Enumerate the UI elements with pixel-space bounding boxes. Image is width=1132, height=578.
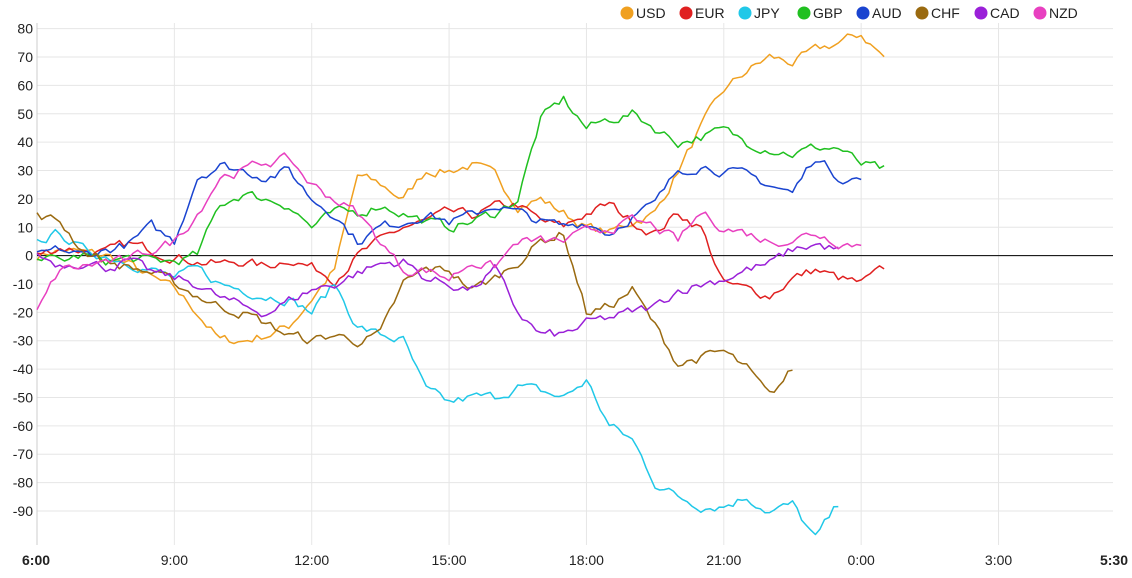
legend-swatch-aud bbox=[856, 6, 870, 20]
legend-item-chf[interactable]: CHF bbox=[915, 5, 960, 21]
y-tick-label: -20 bbox=[13, 304, 33, 320]
grid-layer bbox=[36, 23, 1113, 545]
y-tick-label: 50 bbox=[17, 106, 33, 122]
y-tick-label: 40 bbox=[17, 134, 33, 150]
y-tick-label: 80 bbox=[17, 21, 33, 37]
legend-label-nzd: NZD bbox=[1049, 5, 1078, 21]
legend-label-eur: EUR bbox=[695, 5, 725, 21]
x-tick-label: 12:00 bbox=[294, 552, 329, 568]
series-line-nzd bbox=[36, 152, 862, 311]
legend-swatch-usd bbox=[620, 6, 634, 20]
series-line-gbp bbox=[36, 95, 885, 266]
legend-item-aud[interactable]: AUD bbox=[856, 5, 902, 21]
y-tick-label: -80 bbox=[13, 475, 33, 491]
legend-label-aud: AUD bbox=[872, 5, 902, 21]
series-line-aud bbox=[36, 160, 862, 257]
legend-item-cad[interactable]: CAD bbox=[974, 5, 1020, 21]
legend-label-usd: USD bbox=[636, 5, 666, 21]
y-tick-label: -50 bbox=[13, 389, 33, 405]
legend-label-gbp: GBP bbox=[813, 5, 843, 21]
y-tick-label: 60 bbox=[17, 77, 33, 93]
x-tick-label: 6:00 bbox=[22, 552, 50, 568]
y-tick-label: 30 bbox=[17, 163, 33, 179]
legend-item-nzd[interactable]: NZD bbox=[1033, 5, 1078, 21]
axis-layer: 80 70 60 50 40 30 20 10 0 -10 -20 -30 -40 -50 -60 -70 -8… bbox=[13, 21, 1128, 568]
y-tick-label: -60 bbox=[13, 418, 33, 434]
legend-swatch-nzd bbox=[1033, 6, 1047, 20]
x-tick-label: 9:00 bbox=[161, 552, 188, 568]
y-tick-label: 0 bbox=[25, 248, 33, 264]
legend-swatch-eur bbox=[679, 6, 693, 20]
y-tick-label: -70 bbox=[13, 446, 33, 462]
series-line-eur bbox=[36, 200, 885, 300]
series-line-usd bbox=[36, 33, 885, 345]
x-tick-label: 5:30 bbox=[1100, 552, 1128, 568]
legend-swatch-jpy bbox=[738, 6, 752, 20]
x-tick-label: 0:00 bbox=[848, 552, 875, 568]
y-tick-label: -90 bbox=[13, 503, 33, 519]
legend-label-chf: CHF bbox=[931, 5, 960, 21]
legend-swatch-chf bbox=[915, 6, 929, 20]
y-tick-label: 20 bbox=[17, 191, 33, 207]
x-tick-label: 18:00 bbox=[569, 552, 604, 568]
series-layer bbox=[36, 33, 885, 536]
legend-item-gbp[interactable]: GBP bbox=[797, 5, 843, 21]
series-line-cad bbox=[36, 242, 839, 337]
legend[interactable]: USD EUR JPY GBP AUD CHF CAD NZD bbox=[620, 5, 1078, 21]
legend-swatch-cad bbox=[974, 6, 988, 20]
x-tick-label: 21:00 bbox=[706, 552, 741, 568]
legend-item-usd[interactable]: USD bbox=[620, 5, 666, 21]
y-tick-label: -40 bbox=[13, 361, 33, 377]
y-tick-label: 10 bbox=[17, 219, 33, 235]
legend-item-jpy[interactable]: JPY bbox=[738, 5, 781, 21]
x-tick-label: 15:00 bbox=[432, 552, 467, 568]
legend-item-eur[interactable]: EUR bbox=[679, 5, 725, 21]
y-tick-label: -10 bbox=[13, 276, 33, 292]
legend-label-jpy: JPY bbox=[754, 5, 780, 21]
y-tick-label: -30 bbox=[13, 333, 33, 349]
x-tick-label: 3:00 bbox=[985, 552, 1012, 568]
legend-label-cad: CAD bbox=[990, 5, 1020, 21]
y-tick-label: 70 bbox=[17, 49, 33, 65]
legend-swatch-gbp bbox=[797, 6, 811, 20]
